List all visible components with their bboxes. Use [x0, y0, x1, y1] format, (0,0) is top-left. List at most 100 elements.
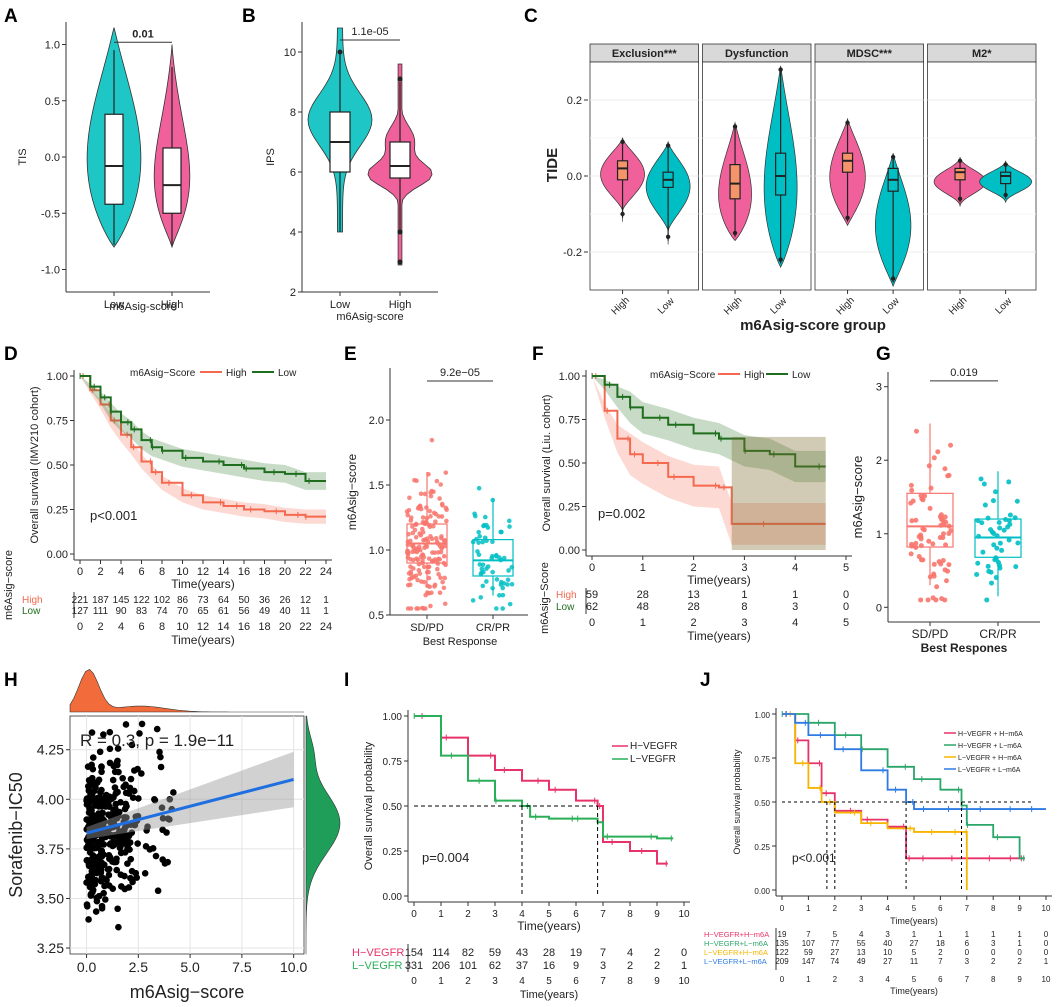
risk-label: L−VEGFR+H−m6A [704, 948, 768, 957]
survival-curve-High [80, 375, 326, 518]
scatter-point [138, 720, 146, 728]
scatter-point [106, 745, 114, 753]
risk-count: 0 [1044, 939, 1049, 948]
risk-count-low: 70 [177, 606, 189, 617]
x-tick-label: CR/PR [979, 627, 1017, 641]
data-point [948, 528, 954, 534]
x-tick-label: Low [993, 295, 1014, 316]
data-point [478, 595, 484, 600]
density-top [69, 669, 304, 713]
risk-label-low: Low [556, 602, 575, 613]
x-tick-label: 5 [843, 562, 849, 574]
risk-count-high: 2 [654, 947, 660, 959]
p-value: 1.1e-05 [351, 26, 388, 38]
data-point [420, 552, 425, 558]
data-point [982, 502, 988, 508]
scatter-point [84, 816, 91, 823]
data-point [500, 606, 506, 611]
x-tick-label: 8 [159, 566, 165, 578]
risk-count-high: 0 [843, 589, 849, 601]
scatter-point [101, 896, 109, 903]
x-tick-label: 5.0 [180, 959, 200, 975]
scatter-point [89, 837, 97, 845]
risk-label-high: High [22, 595, 43, 606]
data-point [412, 477, 417, 483]
x-tick-label: Low [104, 299, 124, 311]
data-point [985, 563, 991, 569]
y-tick-label: 2 [876, 455, 882, 467]
data-point [1006, 479, 1012, 485]
risk-count-low: 8 [741, 601, 747, 613]
risk-x-tick: 1 [640, 617, 646, 629]
data-point [1014, 498, 1020, 504]
x-tick-label: 0 [589, 562, 595, 574]
legend-label: High [226, 368, 247, 379]
facet-label: Dysfunction [725, 48, 789, 60]
x-tick-label: 2 [833, 904, 838, 913]
risk-count-high: 154 [405, 947, 423, 959]
risk-count-high: 145 [113, 595, 130, 606]
y-tick-label: 3 [876, 382, 882, 394]
fit-line [86, 778, 295, 835]
y-tick-label: 0.0 [567, 171, 582, 183]
data-point [477, 534, 483, 539]
scatter-point [95, 796, 103, 804]
y-tick-label: 0.0 [45, 152, 60, 164]
data-point [438, 482, 443, 487]
data-point [484, 522, 489, 528]
data-point [498, 582, 504, 587]
y-tick-label: 0.25 [47, 505, 68, 517]
risk-count: 1 [1017, 930, 1022, 939]
risk-x-tick: 3 [859, 975, 864, 984]
x-axis-title: Best Respones [921, 641, 1008, 655]
data-point [432, 582, 438, 588]
risk-x-tick: 18 [258, 621, 270, 633]
risk-count-high: 122 [133, 595, 150, 606]
x-tick-label: 5 [546, 909, 552, 920]
data-point [443, 470, 449, 475]
legend-label: L−VEGFR + H−m6A [958, 755, 1022, 762]
risk-count-high: 7 [600, 947, 606, 959]
x-tick-label: SD/PD [912, 627, 949, 641]
data-point [997, 525, 1003, 531]
scatter-point [87, 880, 95, 888]
data-point [428, 603, 433, 609]
data-point [404, 509, 410, 514]
box-low-box [775, 152, 787, 196]
data-point [984, 597, 990, 603]
data-point [407, 582, 413, 588]
outlier-point [337, 49, 343, 55]
risk-count-low: 48 [637, 601, 649, 613]
x-tick-label: 7 [600, 909, 606, 920]
data-point [410, 543, 416, 549]
box-high-box [616, 160, 629, 181]
x-tick-label: 3 [859, 904, 864, 913]
data-point [443, 505, 449, 511]
y-tick-label: 0.50 [559, 458, 580, 470]
scatter-point [123, 803, 130, 810]
outlier-point [845, 215, 850, 220]
y-tick-label: 1 [876, 529, 882, 541]
risk-x-tick: 0 [589, 617, 595, 629]
data-point [421, 537, 426, 543]
ci-band-Low [592, 376, 826, 483]
scatter-point [149, 845, 157, 852]
scatter-point [98, 822, 105, 829]
x-axis-title: m6Asig−score [130, 982, 245, 1002]
data-point [442, 538, 448, 543]
data-point [913, 517, 919, 523]
scatter-point [142, 843, 150, 850]
legend-title: m6Asig−Score [130, 368, 196, 379]
scatter-point [119, 774, 126, 782]
scatter-point [98, 763, 105, 771]
data-point [428, 534, 433, 539]
y-tick-label: 3.75 [37, 841, 64, 857]
legend-label: H−VEGFR [630, 741, 678, 752]
scatter-point [151, 796, 158, 803]
y-tick-label: 1.5 [369, 480, 384, 492]
risk-x-tick: 5 [843, 617, 849, 629]
scatter-point [100, 731, 107, 738]
scatter-point [128, 741, 136, 749]
risk-count-high: 19 [570, 947, 582, 959]
data-point [920, 557, 926, 563]
